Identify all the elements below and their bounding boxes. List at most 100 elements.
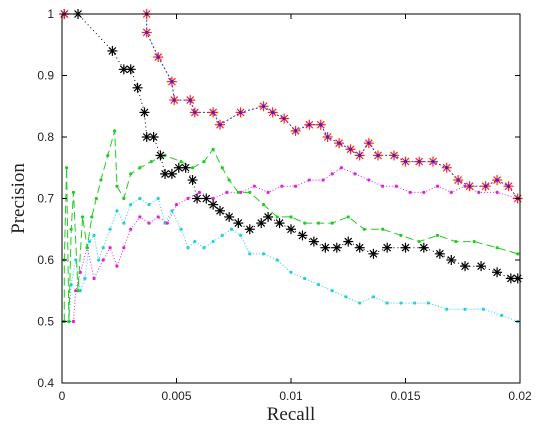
data-point xyxy=(147,203,151,207)
data-point xyxy=(186,196,190,201)
data-point xyxy=(435,184,440,188)
series-layer xyxy=(59,9,523,324)
data-point xyxy=(155,150,166,161)
data-point xyxy=(179,227,183,231)
data-point xyxy=(435,233,440,237)
data-point xyxy=(170,209,174,213)
y-tick-label: 0.7 xyxy=(37,192,54,206)
data-point xyxy=(69,227,73,231)
data-point xyxy=(303,221,307,225)
data-point xyxy=(381,184,385,188)
data-point xyxy=(399,233,403,237)
series-1 xyxy=(59,9,523,204)
data-point xyxy=(122,196,126,201)
data-point xyxy=(345,144,356,155)
data-point xyxy=(239,233,243,237)
data-point xyxy=(481,307,485,311)
series-line xyxy=(63,130,518,322)
data-point xyxy=(101,246,105,250)
data-point xyxy=(227,178,231,182)
data-point xyxy=(316,221,321,225)
data-point xyxy=(185,95,196,106)
data-point xyxy=(83,276,87,281)
data-point xyxy=(413,301,417,305)
data-point xyxy=(229,227,234,231)
data-point xyxy=(248,190,252,194)
data-point xyxy=(371,295,376,299)
data-point xyxy=(258,101,269,112)
series-3 xyxy=(62,129,520,324)
data-point xyxy=(108,246,112,250)
data-point xyxy=(76,289,80,293)
series-5 xyxy=(62,196,520,324)
data-point xyxy=(165,221,169,225)
data-point xyxy=(343,236,354,247)
data-point xyxy=(211,239,215,244)
data-point xyxy=(358,301,362,305)
data-point xyxy=(211,196,215,201)
data-point xyxy=(122,221,126,225)
data-point xyxy=(263,211,274,222)
data-point xyxy=(454,239,458,244)
data-point xyxy=(190,166,195,170)
data-point xyxy=(394,184,398,188)
data-point xyxy=(267,107,278,118)
data-point xyxy=(163,221,167,225)
data-point xyxy=(71,190,76,194)
data-point xyxy=(495,190,499,194)
data-point xyxy=(156,215,160,219)
data-point xyxy=(480,181,491,192)
data-point xyxy=(193,239,197,244)
data-point xyxy=(235,107,246,118)
data-point xyxy=(138,166,142,170)
x-tick-label: 0.01 xyxy=(279,389,303,403)
data-point xyxy=(339,166,343,170)
data-point xyxy=(289,215,293,219)
data-point xyxy=(476,261,487,272)
data-point xyxy=(179,160,183,164)
data-point xyxy=(261,203,266,207)
data-point xyxy=(334,138,345,149)
data-point xyxy=(180,162,191,173)
data-point xyxy=(166,168,177,179)
data-point xyxy=(503,181,514,192)
data-point xyxy=(149,160,153,164)
data-point xyxy=(363,138,374,149)
x-tick-label: 0.02 xyxy=(508,389,532,403)
data-point xyxy=(138,215,142,219)
data-point xyxy=(367,178,371,182)
data-point xyxy=(248,252,252,256)
data-point xyxy=(85,246,89,250)
data-point xyxy=(422,190,426,194)
data-point xyxy=(500,313,504,317)
data-point xyxy=(81,215,85,219)
data-point xyxy=(147,221,151,225)
data-point xyxy=(307,178,311,182)
data-point xyxy=(87,239,92,244)
data-point xyxy=(389,150,400,161)
data-point xyxy=(399,301,403,305)
data-point xyxy=(464,181,475,192)
x-tick-label: 0.015 xyxy=(390,389,420,403)
data-point xyxy=(426,301,430,305)
data-point xyxy=(202,160,206,164)
data-point xyxy=(71,319,76,324)
data-point xyxy=(211,147,215,151)
data-point xyxy=(189,107,200,118)
data-point xyxy=(141,27,152,38)
data-point xyxy=(460,261,471,272)
data-point xyxy=(400,156,411,167)
data-point xyxy=(225,190,229,194)
data-point xyxy=(275,258,279,262)
data-point xyxy=(320,242,331,253)
data-point xyxy=(202,246,206,250)
data-point xyxy=(346,215,350,219)
data-point xyxy=(92,233,96,237)
data-point xyxy=(239,190,243,194)
data-point xyxy=(445,307,449,311)
data-point xyxy=(148,132,159,142)
data-point xyxy=(331,242,342,253)
data-point xyxy=(266,190,270,194)
x-axis-title: Recall xyxy=(267,404,316,425)
